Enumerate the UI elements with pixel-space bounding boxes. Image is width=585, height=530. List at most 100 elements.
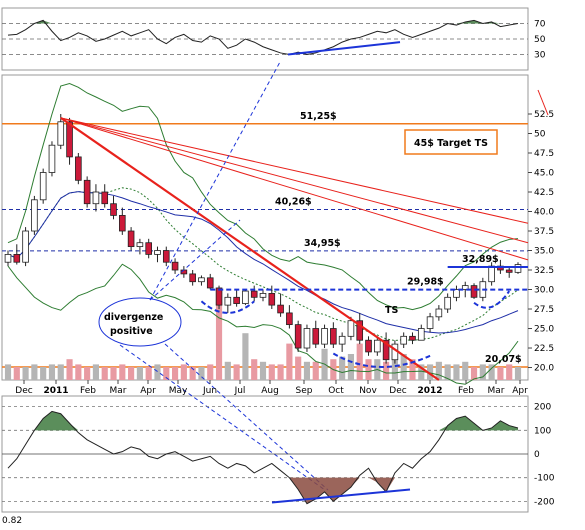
volume-bar <box>145 367 152 380</box>
candle-body <box>92 191 100 205</box>
volume-bar <box>462 361 469 380</box>
x-tick-label: Jun <box>202 386 217 396</box>
momentum-tick-label: 0 <box>534 450 540 460</box>
x-tick-label: Apr <box>140 386 156 396</box>
candle-body <box>39 172 47 201</box>
candle-body <box>215 287 223 306</box>
candle-body <box>224 296 232 306</box>
candle-body <box>48 144 56 173</box>
candle-body <box>22 230 29 263</box>
volume-bar <box>110 367 117 380</box>
momentum-line <box>7 410 519 505</box>
volume-bar <box>365 359 372 380</box>
x-tick-label: Oct <box>328 386 344 396</box>
fan-trendline <box>60 117 529 244</box>
fan-trendline <box>60 117 529 261</box>
price-tick-label: 52.5 <box>534 110 554 120</box>
x-tick-label: Apr <box>512 386 528 396</box>
price-tick-label: 22.5 <box>534 344 554 354</box>
divergence-pointer-rsi <box>149 61 281 301</box>
volume-bar <box>66 359 73 380</box>
x-tick-label: Mar <box>488 386 505 396</box>
momentum-tick-label: -200 <box>534 497 555 507</box>
volume-bar <box>479 364 486 380</box>
volume-bar <box>497 367 504 380</box>
volume-bar <box>268 364 275 380</box>
head-curve <box>332 352 431 368</box>
volume-bar <box>444 364 451 380</box>
price-tick-label: 40.0 <box>534 208 554 218</box>
volume-bar <box>136 367 143 380</box>
volume-bar <box>242 333 249 380</box>
price-tick-label: 42.5 <box>534 188 554 198</box>
candle-body <box>426 316 434 329</box>
volume-bar <box>84 367 91 380</box>
candle-body <box>374 339 381 353</box>
volume-bar <box>224 361 231 380</box>
fan-trendline <box>60 117 529 224</box>
rsi-divergence-line <box>287 41 401 56</box>
x-tick-label: 2012 <box>417 386 442 396</box>
annotation-label-34-95: 34,95$ <box>304 238 341 249</box>
momentum-tick-label: 100 <box>534 426 551 436</box>
volume-bar <box>286 343 293 380</box>
volume-bar <box>31 364 38 380</box>
volume-bar <box>48 364 56 380</box>
candle-body <box>294 324 302 349</box>
volume-bar <box>13 367 20 380</box>
volume-bar <box>435 361 442 380</box>
divergence-pointer-price <box>149 219 241 301</box>
volume-bar <box>207 364 214 380</box>
x-tick-label: Aug <box>261 386 279 396</box>
price-tick-label: 20.0 <box>534 364 554 374</box>
candle-body <box>356 320 364 341</box>
annotation-label-32-89: 32,89$ <box>462 254 499 265</box>
candle-body <box>189 273 196 283</box>
annotation-label-20-07: 20,07$ <box>485 354 522 365</box>
x-tick-label: Feb <box>458 386 474 396</box>
candle-body <box>505 269 513 273</box>
annotation-target-label: 45$ Target TS <box>414 138 488 149</box>
volume-bar <box>57 364 64 380</box>
candle-body <box>268 293 276 306</box>
volume-bar <box>233 364 240 380</box>
volume-bar <box>163 367 170 380</box>
x-tick-label: Dec <box>15 386 32 396</box>
volume-bar <box>488 364 495 380</box>
candle-body <box>127 230 135 248</box>
candle-body <box>250 290 258 298</box>
volume-bar <box>295 356 302 380</box>
candle-body <box>198 277 205 283</box>
candle-body <box>162 250 170 263</box>
candle-body <box>338 335 346 345</box>
bollinger-lower <box>7 263 519 385</box>
candle-body <box>31 199 38 232</box>
candle-body <box>400 335 407 345</box>
candle-body <box>136 242 144 248</box>
candle-body <box>206 277 214 289</box>
target-box <box>404 129 498 155</box>
volume-bar <box>347 354 355 380</box>
main-downtrend-line <box>60 116 440 381</box>
x-tick-label: Mar <box>110 386 127 396</box>
volume-bar <box>198 367 205 380</box>
momentum-negative-fill <box>8 477 518 504</box>
price-tick-label: 50 <box>534 130 546 140</box>
x-tick-label: Jul <box>234 386 246 396</box>
candle-body <box>470 285 478 298</box>
rsi-tick-label: 50 <box>534 35 546 45</box>
volume-bar <box>128 367 135 380</box>
candle-body <box>75 156 82 181</box>
rsi-tick-label: 30 <box>534 51 546 61</box>
divergence-label-line2: positive <box>110 326 153 337</box>
candle-body <box>330 328 337 345</box>
candle-body <box>321 328 328 345</box>
volume-bar <box>251 359 258 380</box>
x-tick-label: Feb <box>80 386 96 396</box>
momentum-tick-label: 200 <box>534 403 551 413</box>
x-tick-label: May <box>169 386 188 396</box>
divergence-label-line1: divergenze <box>104 312 163 323</box>
candle-body <box>57 121 65 146</box>
momentum-divergence-line <box>271 488 411 504</box>
price-tick-label: 25.0 <box>534 325 554 335</box>
